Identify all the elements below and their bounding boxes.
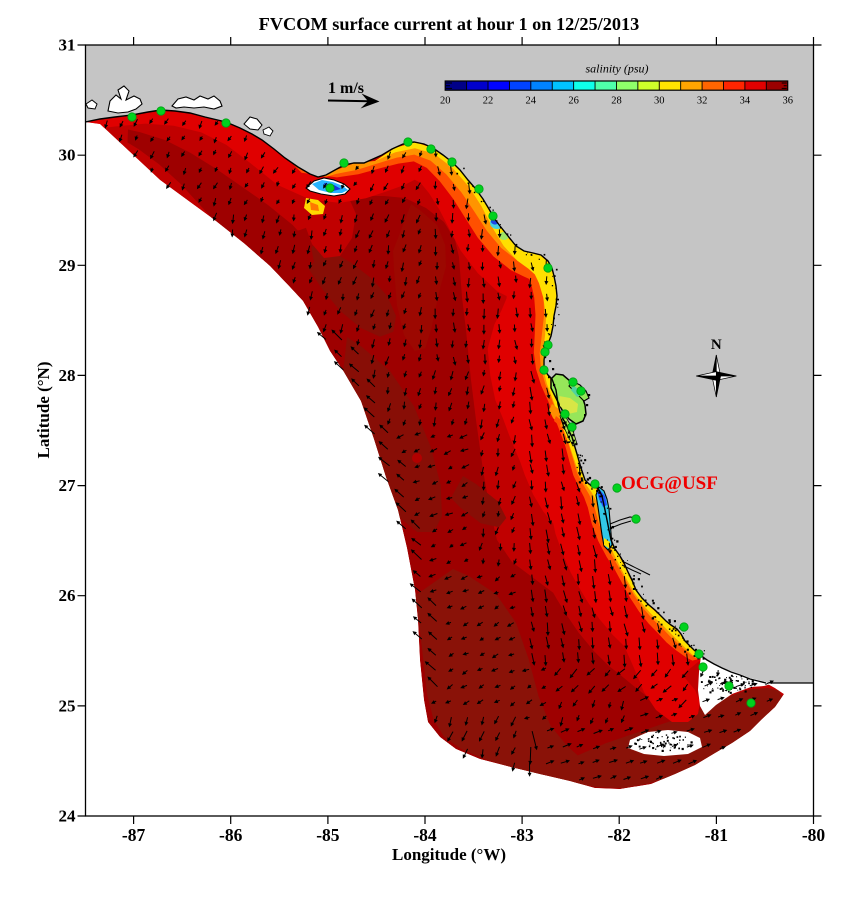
svg-text:30: 30 [654, 96, 665, 107]
svg-text:-81: -81 [705, 825, 728, 845]
svg-text:24: 24 [59, 807, 77, 826]
svg-text:Longitude (°W): Longitude (°W) [392, 845, 506, 864]
svg-text:salinity (psu): salinity (psu) [586, 62, 649, 76]
svg-text:1 m/s: 1 m/s [328, 80, 364, 97]
svg-text:26: 26 [568, 96, 579, 107]
svg-text:25: 25 [59, 696, 76, 715]
svg-text:FVCOM surface current at hour: FVCOM surface current at hour 1 on 12/25… [259, 14, 640, 34]
svg-text:20: 20 [440, 96, 451, 107]
svg-text:29: 29 [59, 256, 76, 275]
svg-text:22: 22 [483, 96, 494, 107]
svg-text:26: 26 [59, 586, 76, 605]
svg-text:28: 28 [611, 96, 622, 107]
svg-text:-83: -83 [510, 825, 534, 845]
svg-text:-84: -84 [413, 825, 437, 845]
svg-text:-82: -82 [608, 825, 631, 845]
svg-text:-85: -85 [316, 825, 340, 845]
svg-text:-86: -86 [219, 825, 243, 845]
svg-text:24: 24 [526, 96, 537, 107]
svg-text:30: 30 [59, 146, 76, 165]
svg-text:Latitude (°N): Latitude (°N) [34, 362, 53, 459]
svg-text:31: 31 [59, 36, 76, 55]
svg-text:-87: -87 [122, 825, 146, 845]
svg-text:OCG@USF: OCG@USF [621, 473, 718, 494]
svg-text:N: N [711, 337, 722, 353]
svg-text:28: 28 [59, 366, 76, 385]
svg-text:32: 32 [697, 96, 708, 107]
svg-text:36: 36 [782, 96, 793, 107]
svg-text:27: 27 [59, 476, 77, 495]
svg-text:-80: -80 [802, 825, 826, 845]
svg-text:34: 34 [740, 96, 751, 107]
